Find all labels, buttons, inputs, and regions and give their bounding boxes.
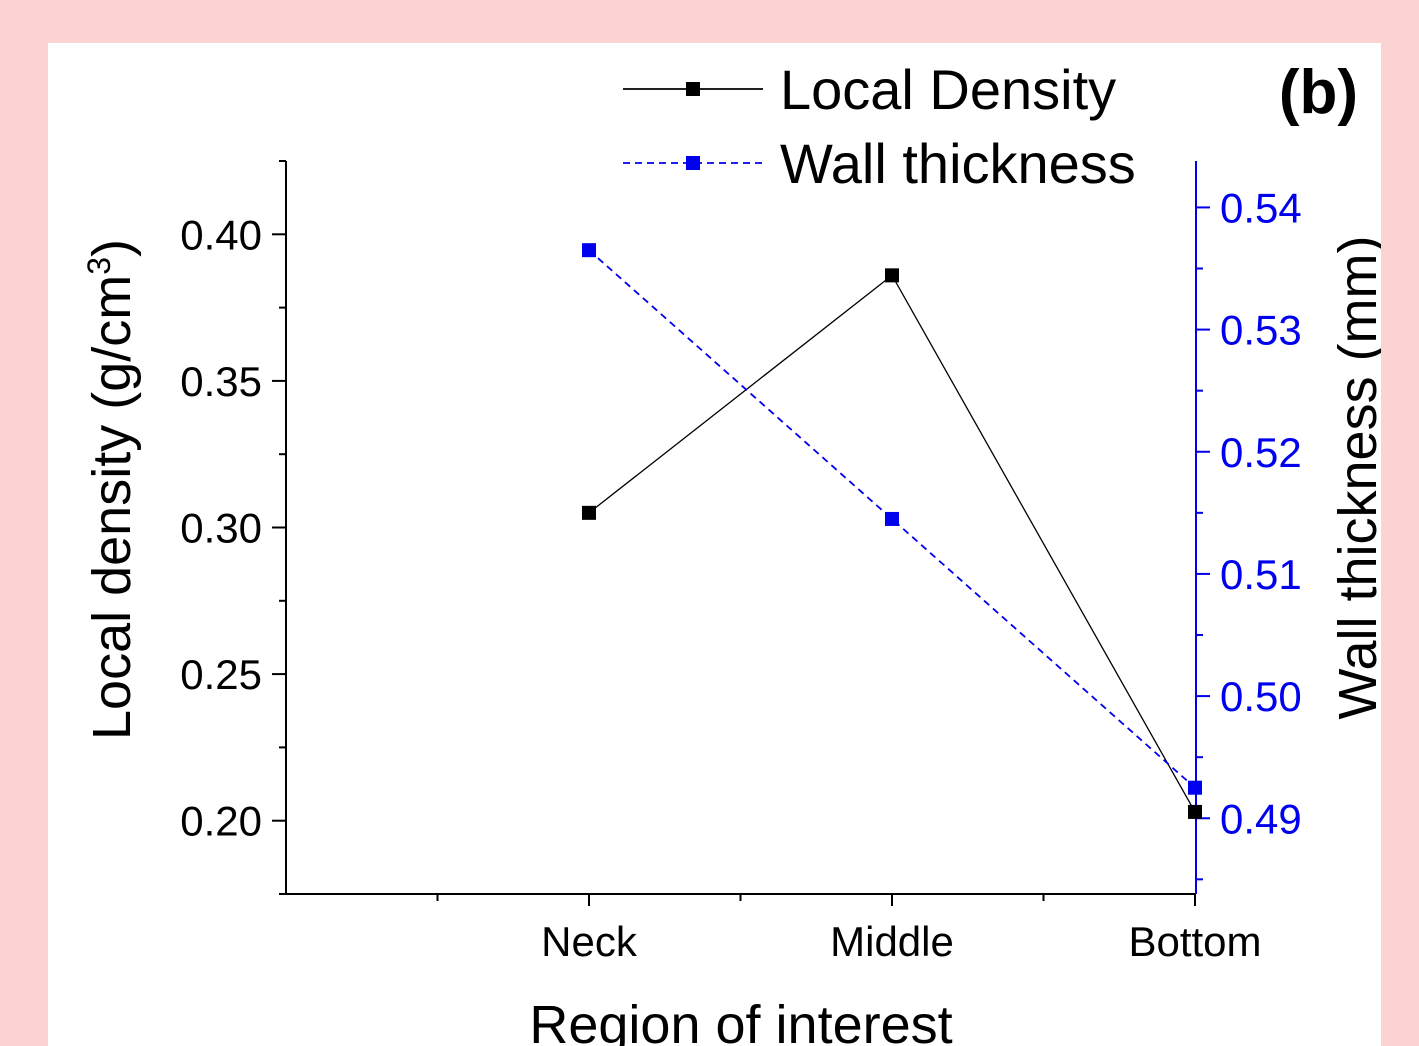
x-tick-label: Middle [830,918,954,965]
series-marker [885,268,899,283]
x-tick-label: Bottom [1128,918,1261,965]
left-y-axis-title-superscript: 3 [81,257,117,275]
left-y-tick-label: 0.25 [180,651,262,698]
axes-group [285,161,1197,895]
legend-marker [686,156,700,170]
left-y-axis-title: Local density (g/cm3) [81,239,142,740]
left-y-tick-label: 0.20 [180,798,262,845]
legend-label: Local Density [780,58,1116,121]
left-y-tick-label: 0.30 [180,505,262,552]
right-y-tick-label: 0.53 [1220,307,1302,354]
legend-marker [686,82,700,96]
panel-label: (b) [1279,58,1358,127]
series-marker [1188,780,1202,795]
figure-panel: 0.20 0.25 0.30 0.35 0.40 0.49 0.50 0.51 0.52 0.53… [48,43,1381,1046]
series-marker [885,511,899,526]
left-y-tick-label: 0.35 [180,358,262,405]
series-marker [1188,804,1202,819]
right-y-tick-label: 0.50 [1220,673,1302,720]
right-y-tick-label: 0.54 [1220,184,1302,231]
series-line [588,274,1196,813]
right-y-axis-title: Wall thickness (mm) [1328,235,1381,719]
dual-axis-line-chart: 0.20 0.25 0.30 0.35 0.40 0.49 0.50 0.51 0.52 0.53… [81,58,1381,1046]
series-marker [582,243,596,258]
x-tick-label: Neck [541,918,638,965]
right-y-tick-label: 0.49 [1220,795,1302,842]
series-line [588,249,1196,789]
series-group [582,243,1202,819]
legend: Local Density Wall thickness [623,58,1136,195]
x-axis-title: Region of interest [529,995,952,1046]
legend-label: Wall thickness [780,132,1136,195]
tick-group: 0.20 0.25 0.30 0.35 0.40 0.49 0.50 0.51 0.52 0.53… [180,160,1302,965]
left-y-axis-title-close: ) [82,239,142,257]
series-marker [582,505,596,520]
right-y-tick-label: 0.52 [1220,429,1302,476]
left-y-tick-label: 0.40 [180,211,262,258]
left-y-axis-title-main: Local density (g/cm [82,275,142,740]
right-y-tick-label: 0.51 [1220,551,1302,598]
